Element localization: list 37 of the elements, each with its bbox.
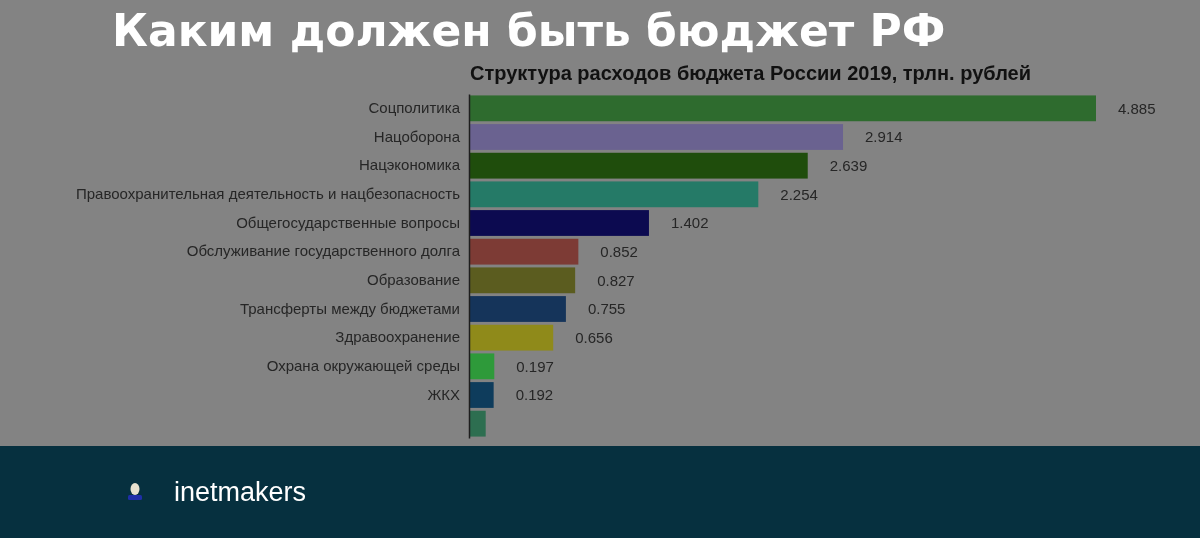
- y-tick-label: Нацэкономика: [358, 156, 461, 174]
- bar: [469, 410, 486, 437]
- y-tick-label: Правоохранительная деятельность и нацбезопасность: [76, 185, 461, 203]
- data-label: 0.656: [575, 328, 613, 346]
- y-tick-label: Соцполитика: [368, 99, 461, 117]
- y-tick-label: Здравоохранение: [335, 328, 460, 346]
- data-label: 0.192: [515, 386, 554, 404]
- data-label: 0.827: [597, 271, 635, 289]
- y-tick-label: Обслуживание государственного долга: [186, 242, 461, 260]
- data-label: 2.254: [780, 185, 818, 203]
- data-label: 0.852: [600, 242, 638, 260]
- bar: [469, 296, 566, 322]
- bar: [469, 267, 576, 294]
- bar: [469, 152, 808, 179]
- bar: [469, 324, 554, 351]
- y-tick-label: ЖКХ: [427, 385, 460, 403]
- bar: [469, 353, 495, 380]
- text: inetmakers: [174, 477, 307, 507]
- bar: [469, 124, 844, 150]
- bar: [469, 181, 759, 208]
- y-tick-label: Образование: [367, 271, 460, 289]
- y-tick-label: Нацоборона: [373, 127, 461, 145]
- y-tick-label: Трансферты между бюджетами: [239, 299, 460, 317]
- bar: [469, 95, 1096, 122]
- bar: [469, 382, 494, 408]
- y-tick-label: Охрана окружающей среды: [266, 357, 460, 375]
- data-label: 0.197: [516, 357, 554, 375]
- data-label: 2.639: [829, 156, 868, 174]
- chart-subtitle: Структура расходов бюджета России 2019, трлн. рублей: [470, 62, 1032, 84]
- bar: [469, 210, 649, 236]
- data-label: 0.755: [587, 300, 626, 318]
- y-tick-label: Общегосударственные вопросы: [236, 213, 460, 231]
- bar: [469, 238, 579, 265]
- chart-title: Каким должен быть бюджет РФ: [112, 5, 946, 56]
- data-label: 4.885: [1118, 99, 1156, 117]
- data-label: 2.914: [865, 128, 903, 146]
- data-label: 1.402: [670, 214, 709, 232]
